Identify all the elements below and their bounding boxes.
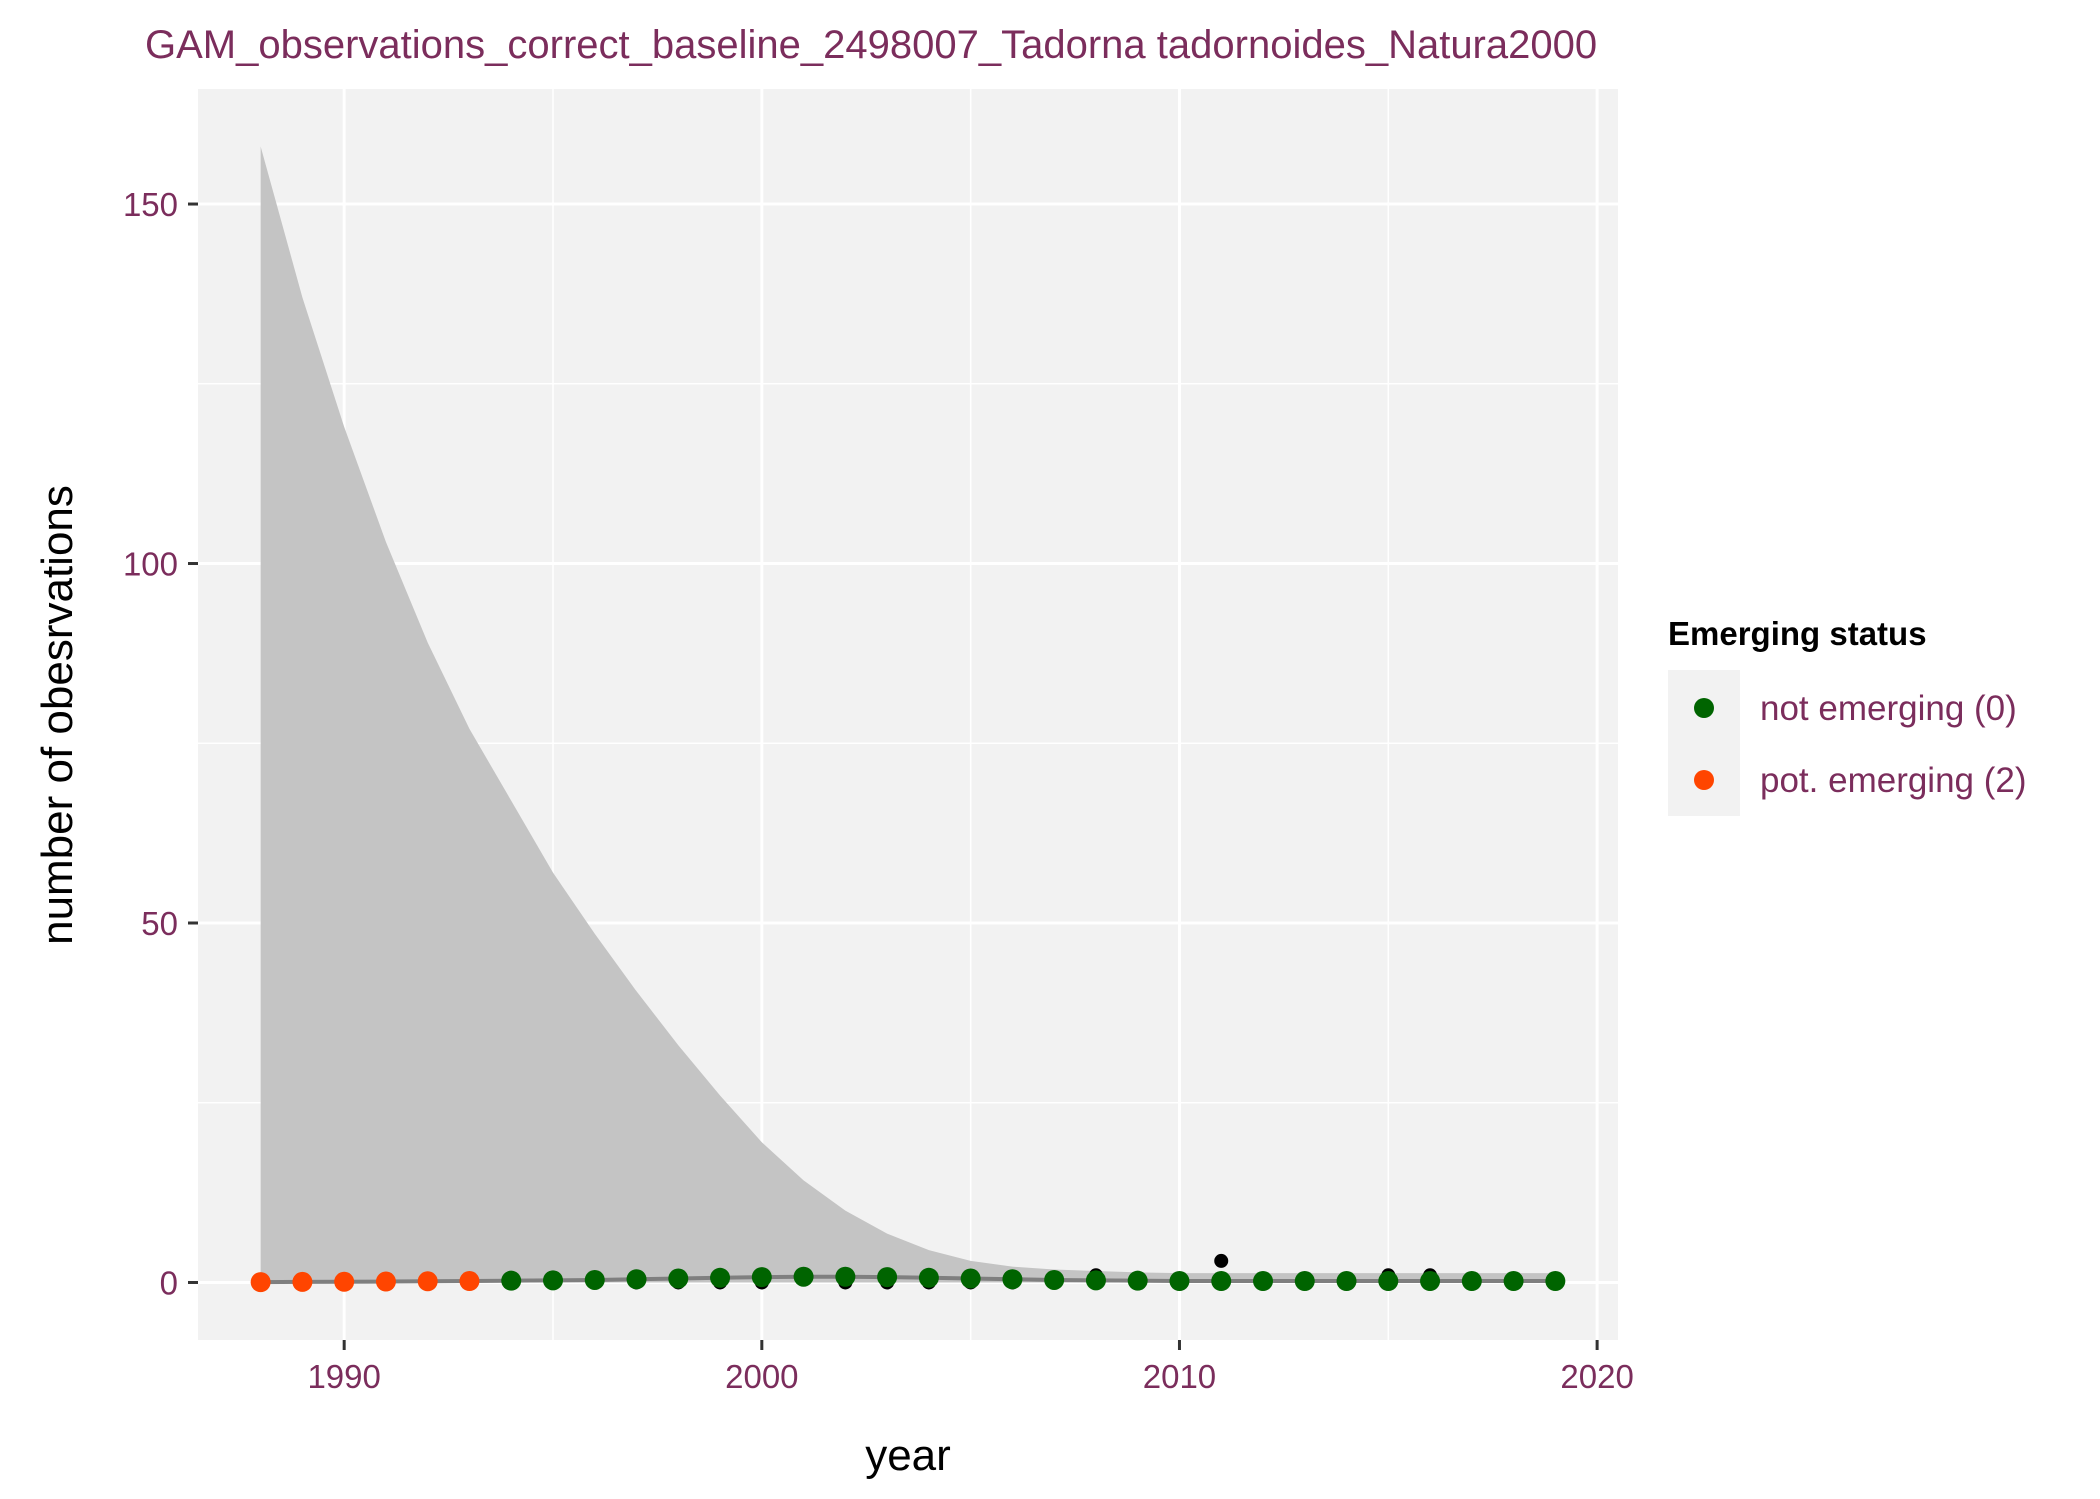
- point-not-emerging: [1211, 1271, 1232, 1292]
- point-not-emerging: [501, 1270, 522, 1291]
- y-axis: 0 50 100 150: [123, 186, 198, 1301]
- legend-key-pot-emerging: [1694, 770, 1714, 790]
- legend-key-not-emerging: [1694, 698, 1714, 718]
- x-axis: 1990 2000 2010 2020: [307, 1340, 1634, 1395]
- point-not-emerging: [710, 1267, 731, 1288]
- y-tick-label: 150: [123, 186, 178, 223]
- point-not-emerging: [1002, 1269, 1023, 1290]
- point-pot-emerging: [417, 1271, 438, 1292]
- legend-title: Emerging status: [1668, 615, 1927, 652]
- y-tick-label: 100: [123, 546, 178, 583]
- point-not-emerging: [1127, 1270, 1148, 1291]
- point-not-emerging: [584, 1269, 605, 1290]
- x-tick-label: 2010: [1143, 1358, 1216, 1395]
- x-axis-title: year: [865, 1431, 951, 1480]
- point-not-emerging: [751, 1267, 772, 1288]
- legend-key-background: [1668, 670, 1740, 816]
- point-not-emerging: [793, 1266, 814, 1287]
- point-not-emerging: [543, 1270, 563, 1291]
- point-not-emerging: [1044, 1269, 1065, 1290]
- y-axis-title: number of obesrvations: [33, 485, 82, 945]
- point-pot-emerging: [250, 1272, 271, 1293]
- confidence-ribbon: [260, 146, 1556, 1283]
- point-pot-emerging: [292, 1271, 313, 1292]
- point-not-emerging: [1545, 1271, 1566, 1292]
- point-not-emerging: [1169, 1271, 1190, 1292]
- point-not-emerging: [1336, 1271, 1357, 1292]
- point-not-emerging: [1253, 1271, 1273, 1292]
- point-not-emerging: [877, 1267, 898, 1288]
- legend-label-not-emerging: not emerging (0): [1760, 689, 2017, 728]
- point-not-emerging: [1420, 1271, 1441, 1292]
- y-tick-label: 50: [141, 905, 178, 942]
- point-not-emerging: [1085, 1270, 1106, 1291]
- point-not-emerging: [626, 1269, 647, 1290]
- y-tick-label: 0: [160, 1264, 178, 1301]
- status-points: [250, 1266, 1566, 1293]
- point-not-emerging: [1378, 1271, 1399, 1292]
- point-pot-emerging: [334, 1271, 355, 1292]
- point-pot-emerging: [459, 1271, 480, 1292]
- point-not-emerging: [835, 1266, 856, 1287]
- point-not-emerging: [960, 1268, 981, 1289]
- point-not-emerging: [1294, 1271, 1315, 1292]
- legend: Emerging status not emerging (0) pot. em…: [1668, 615, 2027, 816]
- point-not-emerging: [918, 1267, 939, 1288]
- point-not-emerging: [668, 1268, 689, 1289]
- point-not-emerging: [1461, 1271, 1482, 1292]
- point-pot-emerging: [375, 1271, 396, 1292]
- observed-point: [1214, 1253, 1229, 1268]
- chart-title: GAM_observations_correct_baseline_249800…: [145, 23, 1597, 67]
- x-tick-label: 2000: [725, 1358, 798, 1395]
- x-tick-label: 1990: [307, 1358, 380, 1395]
- legend-label-pot-emerging: pot. emerging (2): [1760, 761, 2027, 800]
- x-tick-label: 2020: [1560, 1358, 1633, 1395]
- point-not-emerging: [1503, 1271, 1524, 1292]
